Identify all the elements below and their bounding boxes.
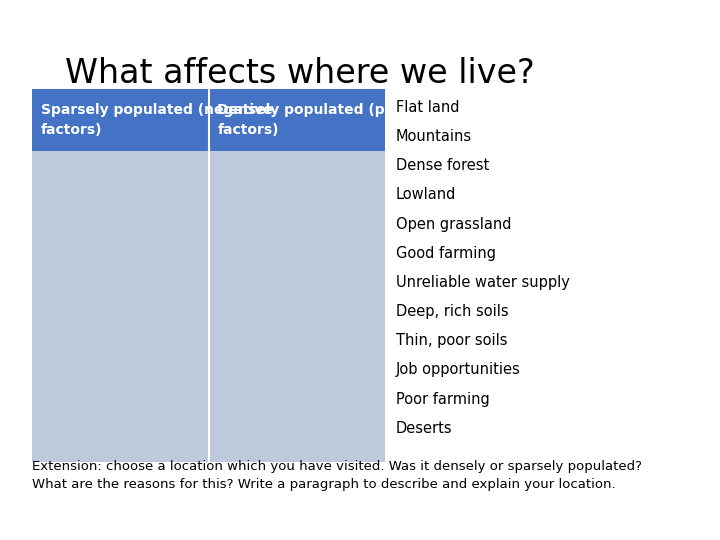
Text: Poor farming: Poor farming <box>396 392 490 407</box>
Bar <box>32 89 209 151</box>
Text: Deep, rich soils: Deep, rich soils <box>396 304 508 319</box>
Text: Job opportunities: Job opportunities <box>396 362 521 377</box>
Text: Densely populated (positive
factors): Densely populated (positive factors) <box>217 103 437 137</box>
Text: Lowland: Lowland <box>396 187 456 202</box>
Text: What affects where we live?: What affects where we live? <box>65 57 534 90</box>
Text: Good farming: Good farming <box>396 246 496 261</box>
Text: Mountains: Mountains <box>396 129 472 144</box>
Text: Deserts: Deserts <box>396 421 453 436</box>
Text: Open grassland: Open grassland <box>396 217 511 232</box>
Text: Sparsely populated (negative
factors): Sparsely populated (negative factors) <box>41 103 273 137</box>
Text: Flat land: Flat land <box>396 100 459 115</box>
Text: Unreliable water supply: Unreliable water supply <box>396 275 570 290</box>
Bar <box>209 89 385 151</box>
Text: Dense forest: Dense forest <box>396 158 490 173</box>
Bar <box>32 151 209 462</box>
Text: Thin, poor soils: Thin, poor soils <box>396 333 508 348</box>
Bar <box>209 151 385 462</box>
Text: Extension: choose a location which you have visited. Was it densely or sparsely : Extension: choose a location which you h… <box>32 461 642 491</box>
